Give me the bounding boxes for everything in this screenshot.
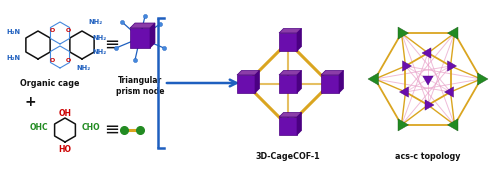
Polygon shape <box>237 71 260 75</box>
Text: +: + <box>24 95 36 109</box>
Text: NH₂: NH₂ <box>88 19 102 25</box>
Polygon shape <box>130 23 155 28</box>
Polygon shape <box>444 87 454 97</box>
Text: NH₂: NH₂ <box>76 65 90 71</box>
Text: OH: OH <box>58 109 71 118</box>
Polygon shape <box>398 27 408 39</box>
FancyBboxPatch shape <box>237 75 255 93</box>
Text: ≡: ≡ <box>104 36 120 54</box>
Polygon shape <box>321 71 344 75</box>
Text: O: O <box>66 57 70 62</box>
Text: H₂N: H₂N <box>6 29 20 35</box>
Text: NH₂: NH₂ <box>92 49 106 55</box>
Text: O: O <box>50 57 54 62</box>
Polygon shape <box>150 23 155 48</box>
Polygon shape <box>398 119 408 131</box>
Text: acs-c topology: acs-c topology <box>395 152 461 161</box>
FancyBboxPatch shape <box>279 117 297 135</box>
Polygon shape <box>400 87 408 97</box>
Polygon shape <box>339 71 344 93</box>
Polygon shape <box>423 76 433 85</box>
Text: O: O <box>66 28 70 33</box>
FancyBboxPatch shape <box>279 75 297 93</box>
Text: 3D-CageCOF-1: 3D-CageCOF-1 <box>256 152 320 161</box>
Polygon shape <box>448 27 458 39</box>
Text: H₂N: H₂N <box>6 55 20 61</box>
Polygon shape <box>448 61 456 71</box>
Polygon shape <box>279 71 301 75</box>
Text: HO: HO <box>58 145 71 154</box>
Polygon shape <box>255 71 260 93</box>
FancyBboxPatch shape <box>130 28 150 48</box>
FancyBboxPatch shape <box>321 75 339 93</box>
Polygon shape <box>297 112 302 135</box>
Polygon shape <box>448 119 458 131</box>
Text: Organic cage: Organic cage <box>20 78 80 87</box>
Polygon shape <box>279 28 301 33</box>
Text: NH₂: NH₂ <box>92 35 106 41</box>
Text: CHO: CHO <box>82 123 100 132</box>
Text: Triangular
prism node: Triangular prism node <box>116 76 164 96</box>
Polygon shape <box>297 28 302 51</box>
Polygon shape <box>402 61 411 71</box>
Polygon shape <box>422 48 431 58</box>
Text: ≡: ≡ <box>104 121 120 139</box>
Text: OHC: OHC <box>30 123 48 132</box>
Polygon shape <box>425 100 434 110</box>
Text: O: O <box>50 28 54 33</box>
Polygon shape <box>368 73 378 85</box>
Polygon shape <box>297 71 302 93</box>
FancyBboxPatch shape <box>279 33 297 51</box>
Polygon shape <box>279 112 301 117</box>
Polygon shape <box>478 73 488 85</box>
